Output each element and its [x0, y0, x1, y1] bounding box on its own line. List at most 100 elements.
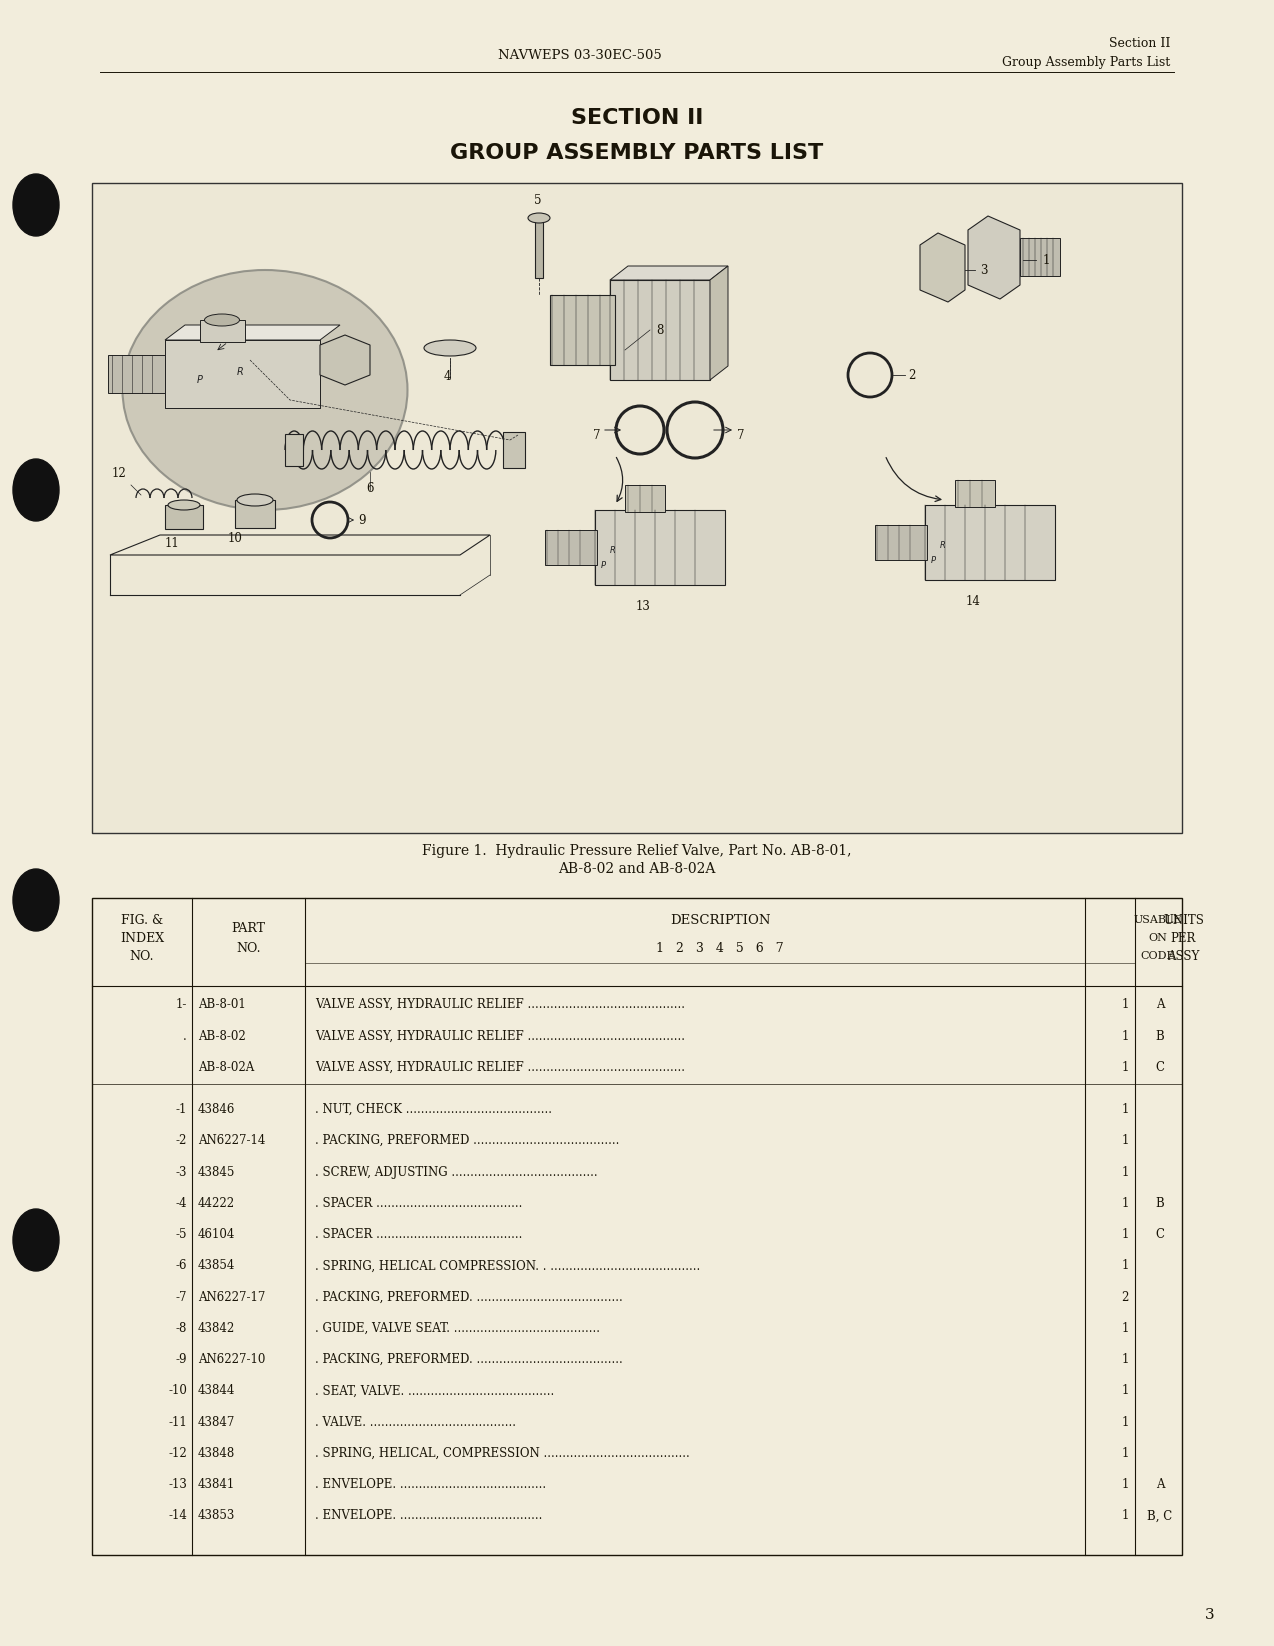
Bar [610, 280, 710, 380]
Text: NO.: NO. [236, 942, 261, 955]
Text: -7: -7 [176, 1290, 187, 1304]
Text: . GUIDE, VALVE SEAT. .......................................: . GUIDE, VALVE SEAT. ...................… [315, 1322, 600, 1335]
Bar [1020, 239, 1060, 277]
Text: AN6227-17: AN6227-17 [197, 1290, 265, 1304]
Text: VALVE ASSY, HYDRAULIC RELIEF ..........................................: VALVE ASSY, HYDRAULIC RELIEF ...........… [315, 997, 685, 1011]
Text: 1: 1 [1121, 1259, 1129, 1272]
Text: -2: -2 [176, 1134, 187, 1147]
Text: 9: 9 [358, 514, 366, 527]
Text: .: . [183, 1029, 187, 1042]
Text: 3: 3 [1205, 1608, 1215, 1621]
Text: B, C: B, C [1148, 1509, 1172, 1523]
Text: 43841: 43841 [197, 1478, 236, 1491]
Bar [92, 183, 1182, 833]
Bar [166, 505, 203, 528]
Text: 43844: 43844 [197, 1384, 236, 1397]
Text: . PACKING, PREFORMED. .......................................: . PACKING, PREFORMED. ..................… [315, 1290, 623, 1304]
Text: GROUP ASSEMBLY PARTS LIST: GROUP ASSEMBLY PARTS LIST [451, 143, 823, 163]
Ellipse shape [527, 212, 550, 222]
Text: 3: 3 [980, 263, 987, 277]
Ellipse shape [168, 500, 200, 510]
Text: -9: -9 [176, 1353, 187, 1366]
Text: 43845: 43845 [197, 1165, 236, 1179]
Text: 12: 12 [111, 467, 126, 481]
Text: . PACKING, PREFORMED .......................................: . PACKING, PREFORMED ...................… [315, 1134, 619, 1147]
Ellipse shape [13, 174, 59, 235]
Text: -3: -3 [176, 1165, 187, 1179]
Text: 5: 5 [534, 194, 541, 207]
Text: 1: 1 [1121, 1322, 1129, 1335]
Text: ASSY: ASSY [1167, 950, 1200, 963]
Text: 6: 6 [366, 482, 373, 495]
Text: 10: 10 [228, 532, 242, 545]
Polygon shape [920, 234, 964, 301]
Ellipse shape [237, 494, 273, 505]
Text: 1: 1 [1121, 1228, 1129, 1241]
Polygon shape [968, 216, 1020, 300]
Bar [503, 431, 525, 467]
Text: P: P [197, 375, 203, 385]
Text: NAVWEPS 03-30EC-505: NAVWEPS 03-30EC-505 [498, 48, 662, 61]
Text: -6: -6 [176, 1259, 187, 1272]
Text: USABLE: USABLE [1134, 915, 1182, 925]
Text: . SPRING, HELICAL, COMPRESSION .......................................: . SPRING, HELICAL, COMPRESSION .........… [315, 1447, 689, 1460]
Text: 1: 1 [1121, 1165, 1129, 1179]
Text: 1: 1 [1121, 1029, 1129, 1042]
Text: 1-: 1- [176, 997, 187, 1011]
Text: -10: -10 [168, 1384, 187, 1397]
Text: R: R [610, 545, 615, 555]
Ellipse shape [13, 1210, 59, 1271]
Text: INDEX: INDEX [120, 932, 164, 945]
Text: -8: -8 [176, 1322, 187, 1335]
Text: 1: 1 [1121, 1384, 1129, 1397]
Bar [925, 505, 1055, 579]
Text: PART: PART [232, 922, 265, 935]
Text: 1: 1 [1121, 1353, 1129, 1366]
Bar [545, 530, 598, 565]
Text: SECTION II: SECTION II [571, 109, 703, 128]
Polygon shape [610, 267, 727, 280]
Bar [595, 510, 725, 584]
Text: 1: 1 [1121, 1416, 1129, 1429]
Bar [234, 500, 275, 528]
Text: 1   2   3   4   5   6   7: 1 2 3 4 5 6 7 [656, 942, 784, 955]
Text: 46104: 46104 [197, 1228, 236, 1241]
Text: . SPACER .......................................: . SPACER ...............................… [315, 1228, 522, 1241]
Text: 1: 1 [1121, 997, 1129, 1011]
Bar [956, 481, 995, 507]
Text: -11: -11 [168, 1416, 187, 1429]
Text: A: A [1156, 997, 1164, 1011]
Polygon shape [710, 267, 727, 380]
Text: 1: 1 [1121, 1103, 1129, 1116]
Text: 44222: 44222 [197, 1197, 236, 1210]
Text: 43842: 43842 [197, 1322, 236, 1335]
Text: 7: 7 [592, 428, 600, 441]
Bar [875, 525, 927, 560]
Text: 1: 1 [1121, 1060, 1129, 1073]
Bar [626, 486, 665, 512]
Text: R: R [237, 367, 243, 377]
Text: CODE: CODE [1140, 951, 1176, 961]
Bar [550, 295, 615, 365]
Text: B: B [1156, 1029, 1164, 1042]
Text: VALVE ASSY, HYDRAULIC RELIEF ..........................................: VALVE ASSY, HYDRAULIC RELIEF ...........… [315, 1060, 685, 1073]
Text: -14: -14 [168, 1509, 187, 1523]
Text: C: C [1156, 1060, 1164, 1073]
Text: 1: 1 [1121, 1197, 1129, 1210]
Polygon shape [166, 324, 340, 341]
Text: . SCREW, ADJUSTING .......................................: . SCREW, ADJUSTING .....................… [315, 1165, 598, 1179]
Text: 43854: 43854 [197, 1259, 236, 1272]
Bar [92, 899, 1182, 1555]
Text: A: A [1156, 1478, 1164, 1491]
Text: VALVE ASSY, HYDRAULIC RELIEF ..........................................: VALVE ASSY, HYDRAULIC RELIEF ...........… [315, 1029, 685, 1042]
Text: AB-8-02A: AB-8-02A [197, 1060, 255, 1073]
Text: 13: 13 [636, 601, 651, 612]
Text: . NUT, CHECK .......................................: . NUT, CHECK ...........................… [315, 1103, 552, 1116]
Text: 4: 4 [443, 370, 451, 384]
Text: P: P [930, 555, 935, 565]
Text: 2: 2 [1121, 1290, 1129, 1304]
Bar [285, 435, 303, 466]
Bar [535, 217, 543, 278]
Text: AN6227-10: AN6227-10 [197, 1353, 265, 1366]
Text: -1: -1 [176, 1103, 187, 1116]
